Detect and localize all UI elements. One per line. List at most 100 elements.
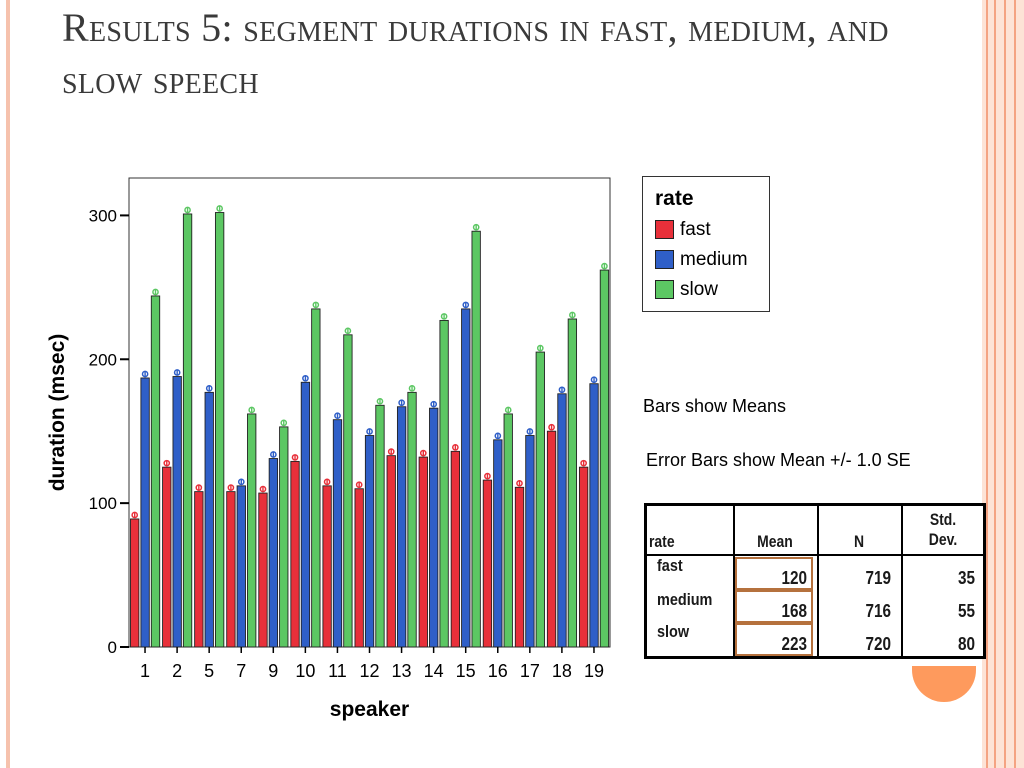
bar-fast-speaker-9 [258,492,268,648]
error-bar-marker [248,406,256,414]
bar-fast-speaker-15 [450,450,461,648]
header-n: N [853,532,865,551]
row-label-medium: medium [657,590,713,609]
decorative-orange-circle [912,666,976,702]
error-bar-marker [601,262,608,270]
x-tick-label-7: 7 [236,661,246,681]
error-bar-marker [452,443,459,451]
y-tick-label: 100 [89,494,117,513]
x-tick-label-16: 16 [488,661,508,681]
y-tick-label: 200 [89,350,117,369]
row-label-slow: slow [657,622,690,641]
error-bar-marker [504,406,512,414]
bar-slow-speaker-1 [150,295,161,648]
mean-slow: 223 [781,634,807,654]
legend-title: rate [655,187,694,210]
bar-slow-speaker-13 [407,391,417,648]
bar-slow-speaker-18 [567,318,578,648]
error-bar-marker [398,399,405,407]
bar-slow-speaker-7 [247,413,257,648]
bars-note: Bars show Means [643,396,787,416]
error-bar-marker [131,511,139,519]
n-slow: 720 [865,634,891,654]
bar-slow-speaker-5 [214,212,225,648]
mean-highlight-fast [735,557,813,590]
error-bar-marker [484,472,491,480]
bar-medium-speaker-1 [140,377,150,648]
error-bar-marker [408,385,416,392]
mean-highlight-slow [735,623,813,656]
error-bar-marker [291,454,299,461]
bar-medium-speaker-19 [589,383,599,648]
left-border-decoration [6,0,10,768]
error-bar-marker [440,313,448,320]
legend-label-fast: fast [680,219,711,240]
x-tick-label-17: 17 [520,661,540,681]
bar-medium-speaker-16 [493,439,503,648]
bar-medium-speaker-7 [236,485,246,648]
bar-medium-speaker-14 [429,407,439,648]
error-bar-marker [462,301,470,309]
bar-medium-speaker-12 [364,435,375,648]
error-bar-marker [472,223,480,231]
bar-medium-speaker-11 [332,419,343,648]
error-bar-marker [580,459,587,467]
header-std-line1: Std. [929,510,957,529]
bar-medium-speaker-13 [396,406,407,648]
x-tick-label-15: 15 [456,661,476,681]
y-tick-label: 0 [108,638,117,657]
bar-fast-speaker-2 [162,466,172,648]
sd-fast: 35 [957,568,975,588]
bar-medium-speaker-18 [557,393,567,648]
x-tick-label-9: 9 [268,661,278,681]
x-axis-title: speaker [330,698,409,721]
x-tick-label-19: 19 [584,661,604,681]
bar-fast-speaker-18 [546,430,557,648]
error-bar-marker [259,485,267,493]
x-tick-label-18: 18 [552,661,572,681]
x-tick-label-11: 11 [328,661,347,681]
x-tick-label-1: 1 [140,661,150,681]
mean-highlight-medium [735,590,813,623]
error-bar-marker [334,412,341,420]
bar-slow-speaker-16 [503,413,513,648]
error-bar-marker [430,400,438,408]
legend-swatch-medium [655,250,674,269]
bar-slow-speaker-15 [471,230,481,648]
slide-title: Results 5: segment durations in fast, me… [62,5,889,102]
legend-label-slow: slow [680,279,719,300]
error-bar-marker [227,484,235,491]
bar-slow-speaker-10 [311,308,321,648]
error-bar-marker [184,206,191,214]
error-bar-marker [270,451,277,458]
bar-medium-speaker-5 [204,391,214,648]
error-bar-marker [216,205,223,212]
error-bar-marker [355,481,363,489]
bar-medium-speaker-17 [525,435,535,648]
x-tick-label-10: 10 [295,661,315,681]
x-tick-label-12: 12 [359,661,379,681]
bar-fast-speaker-11 [322,485,332,648]
error-bar-marker [366,428,373,435]
sd-slow: 80 [957,634,975,654]
error-bar-marker [195,484,203,491]
error-bar-marker [590,376,598,384]
row-label-fast: fast [657,556,683,575]
error-bars-note: Error Bars show Mean +/- 1.0 SE [646,450,911,470]
error-bar-marker [536,344,544,352]
bar-slow-speaker-11 [343,334,353,648]
bar-medium-speaker-9 [268,458,279,648]
error-bar-marker [387,448,395,456]
legend-label-medium: medium [680,249,748,270]
error-bar-marker [141,370,149,378]
bar-fast-speaker-5 [194,491,204,648]
error-bar-marker [152,288,159,296]
error-bar-marker [237,478,245,486]
bar-fast-speaker-17 [514,486,525,648]
x-tick-label-2: 2 [172,661,182,681]
error-bar-marker [280,419,288,427]
error-bar-marker [548,423,555,431]
bar-fast-speaker-10 [290,460,300,648]
bar-fast-speaker-12 [354,488,364,648]
